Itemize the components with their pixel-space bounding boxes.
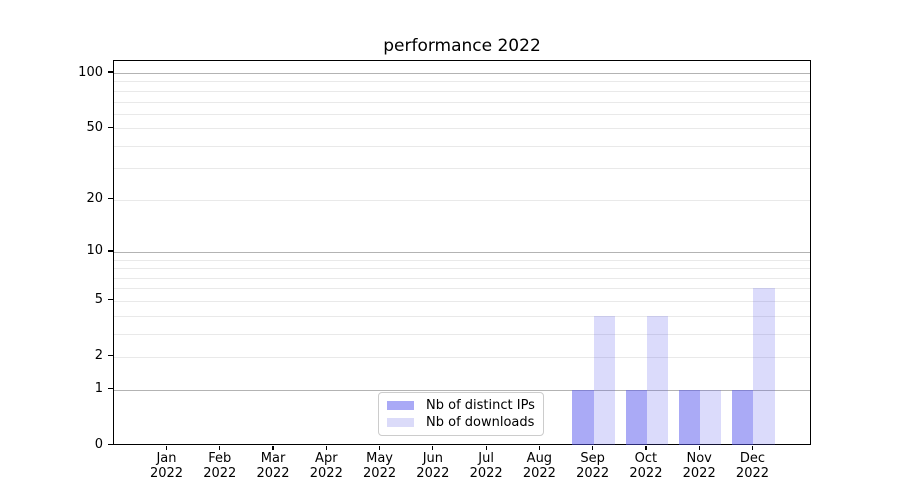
x-tick-sep [592, 445, 594, 451]
gridline-y-7 [114, 277, 810, 279]
y-tick-0 [108, 443, 113, 446]
x-tick-apr [325, 445, 327, 451]
x-tick-label-jul: Jul 2022 [469, 450, 503, 481]
gridline-y-20 [114, 199, 810, 201]
gridline-y-30 [114, 168, 810, 170]
y-tick-label-2: 2 [94, 348, 103, 364]
y-tick-50 [108, 126, 113, 128]
x-tick-label-mar: Mar 2022 [256, 450, 290, 481]
x-tick-dec [751, 445, 754, 451]
x-tick-aug [538, 445, 540, 451]
y-tick-2 [108, 355, 113, 357]
x-tick-nov [698, 445, 700, 451]
bar-downloads-sep [593, 315, 615, 446]
y-tick-1 [108, 387, 113, 390]
x-tick-label-feb: Feb 2022 [203, 450, 237, 481]
x-tick-label-aug: Aug 2022 [522, 450, 556, 481]
gridline-y-8 [114, 268, 810, 270]
gridline-y-5 [114, 300, 810, 302]
x-tick-label-apr: Apr 2022 [309, 450, 343, 481]
x-tick-feb [219, 445, 221, 451]
x-tick-label-jan: Jan 2022 [149, 450, 184, 481]
legend-swatch-downloads [387, 418, 414, 428]
y-tick-label-50: 50 [86, 119, 103, 135]
plot-area [113, 59, 811, 446]
legend-item-downloads: Nb of downloads [387, 414, 535, 431]
x-tick-mar [272, 445, 274, 451]
x-tick-label-nov: Nov 2022 [682, 450, 716, 481]
x-tick-jun [432, 445, 434, 451]
gridline-y-40 [114, 145, 810, 147]
gridline-y-3 [114, 333, 810, 335]
x-tick-label-may: May 2022 [363, 450, 397, 481]
bar-distinct-ips-nov [678, 389, 701, 446]
x-tick-label-oct: Oct 2022 [629, 450, 663, 481]
gridline-y-50 [114, 128, 810, 130]
gridline-y-1 [114, 389, 810, 391]
bar-distinct-ips-oct [625, 389, 647, 446]
gridline-y-6 [114, 288, 810, 290]
gridline-y-70 [114, 101, 810, 103]
gridline-y-9 [114, 259, 810, 261]
x-tick-jan [165, 445, 168, 451]
y-tick-label-100: 100 [78, 64, 103, 80]
y-tick-label-20: 20 [86, 191, 103, 207]
x-tick-may [378, 445, 381, 451]
gridline-y-100 [114, 73, 810, 75]
y-tick-label-0: 0 [94, 437, 103, 452]
chart-title: performance 2022 [383, 36, 541, 56]
x-tick-oct [645, 445, 647, 451]
bar-distinct-ips-sep [572, 389, 594, 446]
x-tick-jul [485, 445, 487, 451]
x-tick-label-jun: Jun 2022 [416, 450, 450, 481]
x-tick-label-sep: Sep 2022 [576, 450, 610, 481]
y-tick-label-5: 5 [94, 292, 103, 308]
x-tick-label-dec: Dec 2022 [735, 450, 770, 481]
bar-downloads-dec [753, 288, 775, 446]
gridline-y-2 [114, 356, 810, 358]
gridline-y-80 [114, 90, 810, 92]
y-tick-10 [108, 250, 113, 252]
y-tick-label-1: 1 [94, 381, 103, 397]
gridline-y-60 [114, 113, 810, 115]
gridline-y-4 [114, 315, 810, 317]
bar-distinct-ips-dec [732, 389, 754, 446]
y-tick-20 [108, 198, 113, 200]
bar-downloads-nov [700, 389, 722, 446]
legend-label-distinct-ips: Nb of distinct IPs [426, 397, 535, 413]
bar-downloads-oct [646, 315, 669, 446]
legend-item-distinct-ips: Nb of distinct IPs [387, 397, 535, 414]
legend-label-downloads: Nb of downloads [426, 415, 535, 431]
y-tick-100 [108, 71, 113, 73]
gridline-y-90 [114, 81, 810, 83]
legend: Nb of distinct IPs Nb of downloads [378, 392, 544, 436]
y-tick-5 [108, 299, 113, 301]
gridline-y-10 [114, 251, 810, 253]
legend-swatch-distinct-ips [387, 400, 414, 410]
y-tick-label-10: 10 [86, 243, 103, 259]
